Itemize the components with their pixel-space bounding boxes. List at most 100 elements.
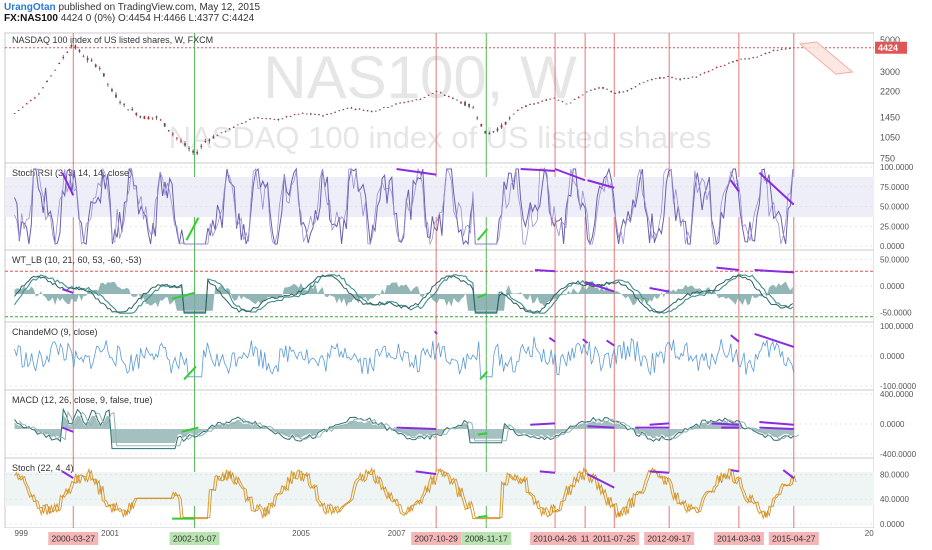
pane-1-tick-0: 100.0000: [880, 163, 914, 172]
pane-4-tick-0: 400.0000: [880, 390, 914, 399]
candle-body: [29, 100, 32, 101]
candle-body: [711, 69, 714, 71]
x-marker-label-8: 2014-03-03: [717, 534, 761, 544]
candle-body: [456, 99, 458, 101]
candle-body: [626, 90, 629, 92]
candle-body: [736, 60, 738, 62]
candle-body: [119, 102, 121, 103]
x-marker-label-7: 2012-09-17: [647, 534, 691, 544]
candle-body: [74, 45, 77, 49]
candle-body: [131, 109, 134, 111]
candle-body: [269, 118, 272, 120]
candle-body: [155, 116, 158, 118]
candle-body: [200, 145, 203, 147]
candle-body: [520, 107, 523, 109]
candle-body: [427, 94, 430, 96]
chande-line: [14, 336, 795, 378]
x-marker-badge-4: [530, 532, 581, 545]
macd-histogram: [14, 415, 794, 443]
candle-body: [192, 150, 195, 153]
watermark-name: NASDAQ 100 index of US listed shares: [169, 120, 712, 155]
x-marker-label-9: 2015-04-27: [772, 534, 816, 544]
last-price: 4424: [60, 13, 83, 24]
candle-body: [342, 109, 345, 111]
candle-body: [407, 101, 410, 103]
candle-body: [447, 96, 450, 97]
pane-2-bear-div-2: [584, 281, 615, 293]
candle-body: [387, 107, 389, 108]
candle-body: [33, 97, 36, 99]
pane-3-bear-div-3: [606, 339, 615, 347]
candle-body: [561, 101, 564, 103]
x-marker-label-6: 2011-07-25: [593, 534, 636, 544]
candle-body: [488, 132, 491, 135]
pane-1-tick-4: 0.0000: [880, 242, 905, 251]
macd-signal-line: [18, 410, 799, 447]
stoch-d-line: [16, 468, 797, 519]
candle-body: [42, 87, 44, 89]
candle-body: [699, 74, 702, 76]
candle-body: [541, 100, 544, 102]
x-marker-badge-3: [461, 532, 512, 545]
candle-body: [768, 52, 771, 53]
candle-body: [54, 69, 57, 71]
candle-body: [382, 107, 385, 108]
pane-4-bear-div-9: [759, 426, 794, 430]
candle-body: [431, 93, 434, 94]
candle-body: [732, 61, 734, 63]
candle-body: [557, 99, 560, 101]
candle-body: [135, 113, 138, 116]
candle-body: [565, 103, 568, 105]
candle-body: [642, 81, 645, 83]
x-marker-label-4: 2010-04-26: [533, 534, 577, 544]
candle-body: [504, 121, 507, 125]
pane-1-bear-div-1: [396, 168, 437, 176]
candle-body: [139, 116, 142, 118]
x-marker-label-2: 2007-10-29: [414, 534, 458, 544]
last-price-badge-label: 4424: [878, 43, 898, 53]
candle-body: [703, 72, 706, 74]
candle-body: [646, 80, 649, 82]
candle-body: [285, 116, 288, 118]
candle-body: [395, 103, 397, 105]
candle-body: [780, 49, 783, 50]
pane-2-tick-2: -50.0000: [880, 309, 912, 318]
pane-1-tick-2: 50.0000: [880, 203, 909, 212]
pane-4-bull-div-0: [181, 426, 199, 433]
pane-2-bear-div-0: [61, 288, 74, 294]
candle-body: [305, 113, 308, 115]
x-axis-year-0: 999: [15, 529, 29, 538]
candle-body: [244, 121, 247, 123]
candle-body: [715, 67, 718, 69]
pane-3-bear-div-4: [730, 334, 740, 343]
price-tick-0: 5000: [880, 35, 900, 45]
candle-body: [147, 116, 150, 120]
candle-body: [784, 48, 787, 50]
x-axis-year-2: 2005: [292, 529, 310, 538]
candle-body: [366, 110, 369, 112]
candle-body: [309, 113, 312, 115]
candle-body: [127, 109, 130, 111]
stochrsi-d-line: [14, 167, 794, 246]
candle-body: [86, 57, 89, 61]
candle-body: [654, 78, 657, 80]
price-change: 0 (0%): [85, 13, 116, 24]
symbol-label: FX:NAS100: [4, 13, 58, 24]
candle-body: [212, 136, 215, 139]
candle-body: [90, 60, 93, 61]
candle-body: [46, 80, 48, 83]
pane-1-tick-1: 75.0000: [880, 183, 909, 192]
candle-body: [553, 97, 556, 99]
candle-body: [350, 107, 353, 109]
author-link[interactable]: UrangOtan: [4, 2, 56, 13]
candle-body: [687, 78, 690, 80]
candle-body: [675, 78, 677, 80]
pane-3-tick-0: 100.0000: [880, 322, 914, 331]
candle-body: [98, 67, 101, 69]
candle-body: [330, 113, 333, 115]
candle-body: [581, 94, 584, 96]
candle-body: [167, 129, 170, 131]
candle-body: [338, 110, 341, 112]
candle-body: [184, 143, 186, 146]
